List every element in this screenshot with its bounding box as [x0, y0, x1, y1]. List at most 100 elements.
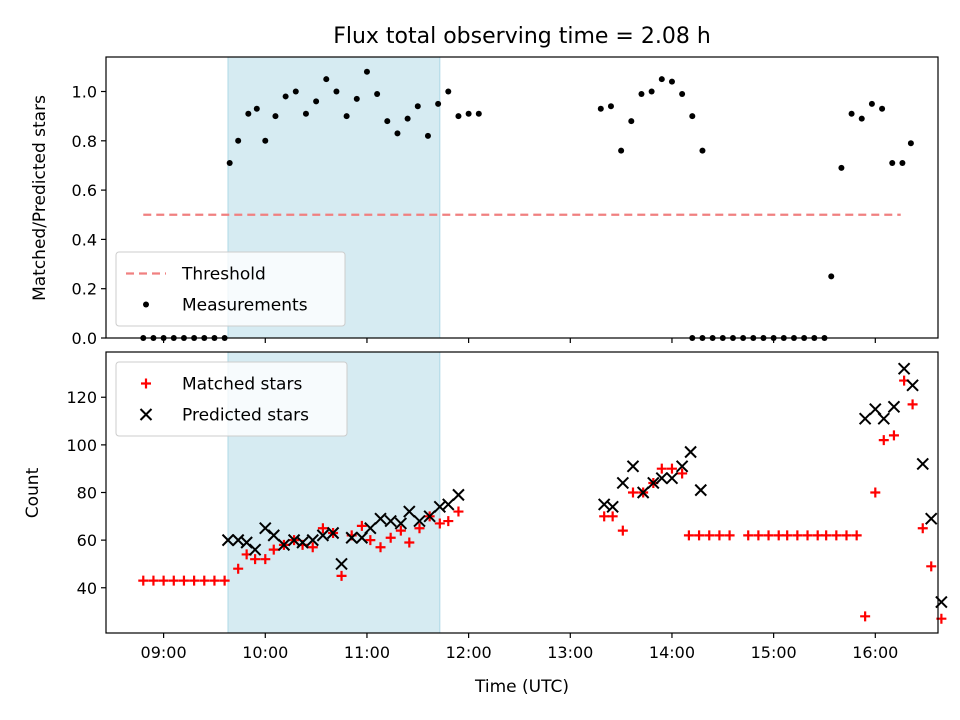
measurement-point [435, 100, 442, 107]
measurement-point [282, 93, 289, 100]
predicted-star-point [442, 498, 455, 511]
y-tick-label: 0.2 [72, 280, 97, 299]
matched-star-point [219, 575, 230, 586]
matched-star-point [704, 530, 715, 541]
measurement-point [465, 110, 472, 117]
measurement-point [262, 137, 269, 144]
matched-star-point [917, 523, 928, 534]
measurement-point [313, 98, 320, 105]
x-tick-label: 13:00 [547, 643, 593, 662]
predicted-star-point [858, 412, 872, 425]
matched-star-point [356, 520, 367, 531]
x-tick-label: 15:00 [751, 643, 797, 662]
measurement-point [838, 164, 845, 171]
measurement-point [292, 88, 299, 95]
measurement-point [235, 137, 242, 144]
measurement-point [658, 76, 665, 83]
measurement-point [689, 113, 696, 120]
predicted-star-point [364, 522, 377, 535]
matched-star-point [666, 463, 677, 474]
matched-star-point [743, 530, 754, 541]
matched-star-point [851, 530, 862, 541]
measurement-point [343, 113, 350, 120]
matched-star-point [607, 511, 618, 522]
x-tick-label: 11:00 [344, 643, 390, 662]
matched-star-point [724, 530, 735, 541]
legend-box [115, 361, 348, 437]
matched-star-point [336, 570, 347, 581]
y-tick-label: 0.4 [72, 230, 97, 249]
matched-star-point [138, 575, 149, 586]
measurement-point [302, 110, 309, 117]
matched-star-point [841, 530, 852, 541]
matched-star-point [148, 575, 159, 586]
matched-star-point [753, 530, 764, 541]
matched-star-point [414, 523, 425, 534]
predicted-star-point [267, 529, 280, 542]
measurement-point [253, 105, 260, 112]
matched-star-point [158, 575, 169, 586]
y-tick-label: 80 [77, 484, 97, 503]
matched-star-point [878, 435, 889, 446]
predicted-star-point [248, 543, 262, 556]
matched-star-point [677, 468, 688, 479]
predicted-star-point [326, 526, 340, 540]
y-tick-label: 100 [66, 436, 97, 455]
measurement-point [226, 159, 233, 166]
measurement-point [394, 130, 401, 137]
legend-matched-swatch [141, 378, 151, 389]
matched-star-point [404, 537, 415, 548]
measurement-point [679, 90, 686, 97]
matched-star-point [189, 575, 200, 586]
measurement-point [424, 132, 431, 139]
x-tick-label: 09:00 [141, 643, 187, 662]
measurement-point [323, 76, 330, 83]
predicted-star-point [647, 476, 660, 490]
matched-star-point [870, 487, 881, 498]
measurement-point [638, 90, 645, 97]
y-tick-label: 60 [77, 531, 97, 550]
matched-star-point [888, 430, 899, 441]
matched-star-point [792, 530, 803, 541]
y-tick-label: 0.8 [72, 132, 97, 151]
measurement-point [445, 88, 452, 95]
chart-title: Flux total observing time = 2.08 h [333, 24, 711, 49]
predicted-star-point [616, 476, 630, 490]
measurement-point [879, 105, 886, 112]
matched-star-point [714, 530, 725, 541]
predicted-star-point [916, 457, 929, 471]
predicted-star-point [221, 533, 235, 547]
predicted-star-point [345, 531, 358, 544]
measurement-point [618, 147, 625, 154]
predicted-star-point [626, 460, 640, 473]
matched-star-point [831, 530, 842, 541]
predicted-star-point [684, 445, 697, 459]
measurement-point [353, 95, 360, 102]
matched-star-point [812, 530, 823, 541]
matched-star-point [443, 516, 454, 527]
measurement-point [245, 110, 252, 117]
matched-star-point [773, 530, 784, 541]
predicted-star-point [655, 472, 669, 485]
matched-star-point [178, 575, 189, 586]
matched-star-point [317, 523, 328, 534]
measurement-point [607, 103, 614, 110]
predicted-star-point [897, 362, 911, 375]
predicted-star-point [694, 483, 707, 497]
matched-star-point [926, 561, 937, 572]
legend-measurement-swatch [143, 301, 149, 308]
predicted-star-point [384, 514, 397, 528]
predicted-star-point [606, 500, 619, 513]
matched-star-point [209, 575, 220, 586]
measurement-point [384, 118, 391, 125]
measurement-point [597, 105, 604, 112]
predicted-star-point [665, 472, 679, 485]
matched-star-point [268, 544, 279, 555]
matched-star-point [617, 525, 628, 536]
matched-star-point [821, 530, 832, 541]
matched-star-point [385, 532, 396, 543]
matched-star-point [395, 525, 406, 536]
legend-predicted-swatch [139, 408, 153, 421]
matched-star-point [599, 511, 610, 522]
